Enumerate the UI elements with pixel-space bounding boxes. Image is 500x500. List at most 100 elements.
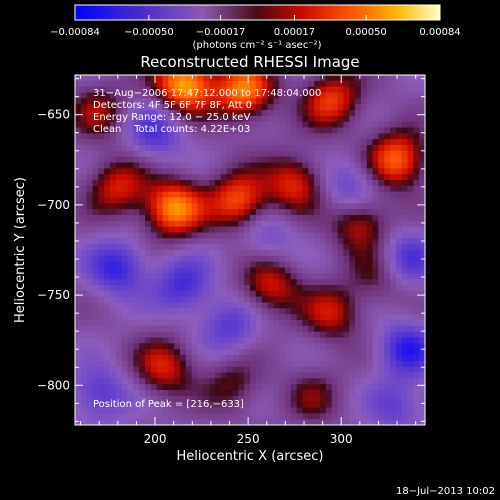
heatmap-cell — [308, 366, 315, 374]
heatmap-cell — [220, 413, 228, 420]
heatmap-cell — [331, 75, 339, 82]
heatmap-cell — [180, 349, 187, 356]
heatmap-cell — [197, 267, 204, 274]
heatmap-cell — [191, 80, 199, 88]
heatmap-cell — [145, 296, 152, 304]
heatmap-cell — [121, 220, 129, 228]
heatmap-cell — [390, 80, 397, 88]
heatmap-cell — [390, 174, 397, 181]
heatmap-cell — [86, 168, 94, 175]
heatmap-cell — [343, 355, 350, 362]
heatmap-cell — [331, 267, 339, 274]
heatmap-cell — [384, 75, 391, 82]
heatmap-cell — [331, 407, 339, 414]
heatmap-cell — [250, 390, 257, 397]
heatmap-cell — [92, 372, 99, 379]
heatmap-cell — [203, 220, 210, 228]
heatmap-cell — [413, 378, 420, 385]
heatmap-cell — [302, 220, 309, 228]
heatmap-cell — [331, 290, 339, 298]
heatmap-cell — [197, 86, 204, 94]
heatmap-cell — [133, 139, 140, 146]
heatmap-cell — [413, 407, 420, 414]
heatmap-cell — [372, 203, 379, 210]
heatmap-cell — [290, 220, 298, 228]
heatmap-cell — [384, 133, 391, 140]
heatmap-cell — [104, 296, 111, 304]
heatmap-cell — [156, 331, 164, 339]
heatmap-cell — [220, 215, 228, 222]
heatmap-cell — [104, 203, 111, 210]
heatmap-cell — [325, 232, 333, 239]
heatmap-cell — [197, 215, 204, 222]
heatmap-cell — [360, 349, 368, 356]
heatmap-cell — [86, 314, 94, 321]
heatmap-cell — [419, 372, 425, 379]
heatmap-cell — [215, 145, 222, 152]
heatmap-cell — [232, 273, 239, 280]
heatmap-cell — [104, 308, 111, 315]
heatmap-cell — [255, 209, 263, 216]
heatmap-cell — [191, 366, 199, 374]
heatmap-cell — [104, 390, 111, 397]
heatmap-cell — [110, 261, 117, 269]
heatmap-cell — [92, 355, 99, 362]
heatmap-cell — [320, 390, 327, 397]
heatmap-cell — [203, 162, 210, 169]
heatmap-cell — [80, 174, 88, 181]
heatmap-cell — [285, 180, 292, 187]
heatmap-cell — [395, 226, 403, 234]
heatmap-cell — [232, 197, 239, 204]
heatmap-cell — [255, 314, 263, 321]
heatmap-cell — [255, 150, 263, 158]
heatmap-cell — [238, 238, 245, 245]
heatmap-cell — [325, 349, 333, 356]
heatmap-cell — [384, 162, 391, 169]
heatmap-cell — [343, 104, 350, 111]
heatmap-cell — [279, 372, 286, 379]
heatmap-cell — [378, 203, 385, 210]
heatmap-cell — [139, 308, 146, 315]
heatmap-cell — [115, 121, 123, 129]
heatmap-cell — [168, 308, 175, 315]
heatmap-cell — [168, 296, 175, 304]
heatmap-cell — [261, 150, 269, 158]
heatmap-cell — [244, 360, 251, 368]
heatmap-cell — [349, 360, 356, 368]
heatmap-cell — [378, 296, 385, 304]
heatmap-cell — [378, 343, 385, 350]
heatmap-cell — [150, 191, 158, 199]
heatmap-cell — [407, 355, 414, 362]
heatmap-cell — [156, 390, 164, 397]
heatmap-cell — [349, 238, 356, 245]
heatmap-cell — [168, 220, 175, 228]
heatmap-cell — [343, 168, 350, 175]
heatmap-cell — [355, 255, 362, 263]
heatmap-cell — [273, 75, 280, 82]
heatmap-cell — [98, 133, 105, 140]
heatmap-cell — [98, 139, 105, 146]
heatmap-cell — [314, 314, 321, 321]
heatmap-cell — [174, 325, 181, 333]
heatmap-cell — [395, 98, 403, 105]
heatmap-cell — [372, 384, 379, 391]
heatmap-cell — [86, 110, 94, 117]
heatmap-cell — [110, 413, 117, 420]
heatmap-cell — [191, 220, 199, 228]
heatmap-cell — [104, 261, 111, 269]
heatmap-cell — [98, 325, 105, 333]
heatmap-cell — [121, 279, 129, 286]
heatmap-cell — [139, 244, 146, 251]
heatmap-cell — [174, 139, 181, 146]
heatmap-cell — [139, 98, 146, 105]
heatmap-cell — [220, 384, 228, 391]
heatmap-cell — [250, 98, 257, 105]
heatmap-cell — [314, 395, 321, 403]
heatmap-cell — [366, 372, 374, 379]
heatmap-cell — [337, 355, 344, 362]
heatmap-cell — [355, 80, 362, 88]
heatmap-cell — [273, 220, 280, 228]
heatmap-cell — [355, 407, 362, 414]
heatmap-cell — [296, 104, 304, 111]
heatmap-cell — [401, 320, 409, 327]
